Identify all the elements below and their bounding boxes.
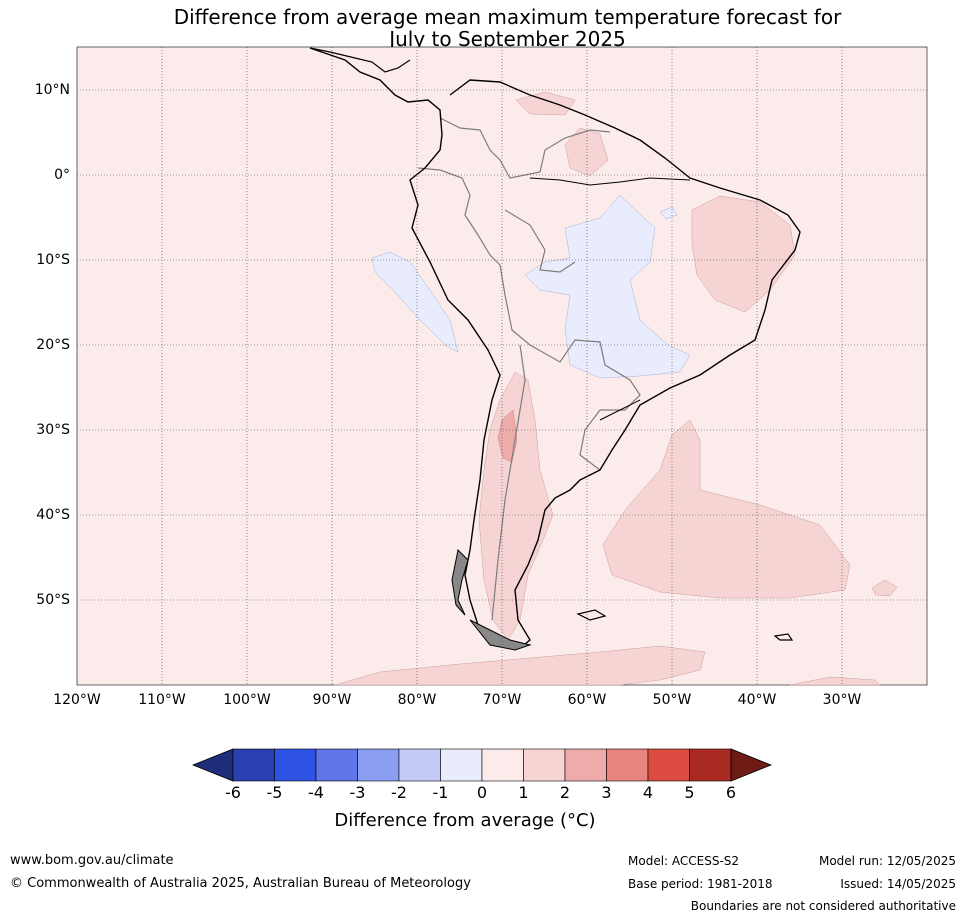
lon-label-30w: 30°W <box>822 692 862 708</box>
lat-label-0: 0° <box>54 167 70 183</box>
lon-label-110w: 110°W <box>138 692 186 708</box>
lat-label-40s: 40°S <box>36 507 70 523</box>
coastline-chile-islands <box>451 548 469 616</box>
footer-model-run: Model run: 12/05/2025 <box>818 854 956 868</box>
lon-label-60w: 60°W <box>567 692 607 708</box>
coastline-falkland <box>576 609 607 621</box>
footer-model: Model: ACCESS-S2 <box>628 854 740 868</box>
colorbar-tick-label: 1 <box>518 783 529 802</box>
colorbar-tick-label: 4 <box>642 783 654 802</box>
colorbar-cell <box>274 748 317 782</box>
colorbar-cell <box>440 748 483 782</box>
colorbar-tick-label: -4 <box>308 783 324 802</box>
coastline-central-america <box>309 47 411 73</box>
map-title-line-1: Difference from average mean maximum tem… <box>173 5 842 29</box>
colorbar-tick-label: 2 <box>559 783 571 802</box>
lon-label-90w: 90°W <box>312 692 352 708</box>
colorbar-cell <box>606 748 649 782</box>
warm-anomaly-venezuela <box>515 91 576 116</box>
lat-label-50s: 50°S <box>36 592 70 608</box>
colorbar-cell <box>232 748 275 782</box>
lon-label-40w: 40°W <box>737 692 777 708</box>
lat-label-10s: 10°S <box>36 252 70 268</box>
warm-anomaly-patagonia <box>478 371 554 641</box>
lat-label-20s: 20°S <box>36 337 70 353</box>
colorbar-cell <box>564 748 607 782</box>
colorbar-cell <box>315 748 358 782</box>
colorbar-tick-label: -3 <box>349 783 366 802</box>
colorbar-tick-label: -1 <box>432 783 449 802</box>
colorbar-tick-label: 6 <box>725 783 737 802</box>
lon-label-50w: 50°W <box>652 692 692 708</box>
lon-label-120w: 120°W <box>53 692 101 708</box>
lat-label-30s: 30°S <box>36 422 70 438</box>
coastline-south-georgia <box>773 633 794 641</box>
warm-anomaly-southern-ocean <box>334 645 706 686</box>
footer-website: www.bom.gov.au/climate <box>10 853 174 868</box>
colorbar-arrow-right <box>730 748 773 782</box>
coastline-tierra-del-fuego <box>469 619 532 651</box>
colorbar-tick-label: 0 <box>476 783 488 802</box>
cool-anomaly-central-brazil <box>524 194 691 379</box>
forecast-map <box>76 46 928 686</box>
cool-anomaly-areas <box>371 194 691 379</box>
map-title-line-2: July to September 2025 <box>389 27 626 51</box>
strong-warm-anomaly-andes <box>497 409 518 463</box>
warm-anomaly-southern-ocean-east <box>789 676 881 686</box>
warm-anomaly-south-atlantic <box>602 419 851 599</box>
colorbar-tick-label: -2 <box>391 783 407 802</box>
colorbar-cell <box>481 748 524 782</box>
lon-label-100w: 100°W <box>223 692 271 708</box>
colorbar-cell <box>523 748 566 782</box>
warm-anomaly-small-atlantic <box>871 579 898 597</box>
cool-anomaly-pacific <box>371 251 459 353</box>
colorbar-cell <box>689 748 732 782</box>
colorbar-arrow-left <box>191 748 234 782</box>
footer-issued: Issued: 14/05/2025 <box>840 877 956 891</box>
lat-label-10n: 10°N <box>34 82 70 98</box>
footer-disclaimer: Boundaries are not considered authoritat… <box>690 899 956 913</box>
colorbar-tick-label: -5 <box>266 783 283 802</box>
colorbar-tick-label: 5 <box>684 783 695 802</box>
cool-anomaly-small <box>659 206 678 220</box>
lon-label-80w: 80°W <box>397 692 437 708</box>
footer-copyright: © Commonwealth of Australia 2025, Austra… <box>10 876 471 891</box>
coastline-south-america <box>309 47 801 649</box>
colorbar-cell <box>647 748 690 782</box>
warm-anomaly-guiana <box>564 127 609 177</box>
warm-anomaly-areas <box>334 91 898 686</box>
lon-label-70w: 70°W <box>482 692 522 708</box>
colorbar-label: Difference from average (°C) <box>334 810 596 831</box>
gridlines <box>77 47 927 685</box>
footer-base-period: Base period: 1981-2018 <box>628 877 773 891</box>
colorbar-tick-label: -6 <box>225 783 241 802</box>
colorbar-cells <box>191 748 773 782</box>
colorbar-tick-label: 3 <box>601 783 612 802</box>
coastline-rivers <box>529 177 691 421</box>
colorbar-cell <box>398 748 441 782</box>
colorbar-cell <box>357 748 400 782</box>
